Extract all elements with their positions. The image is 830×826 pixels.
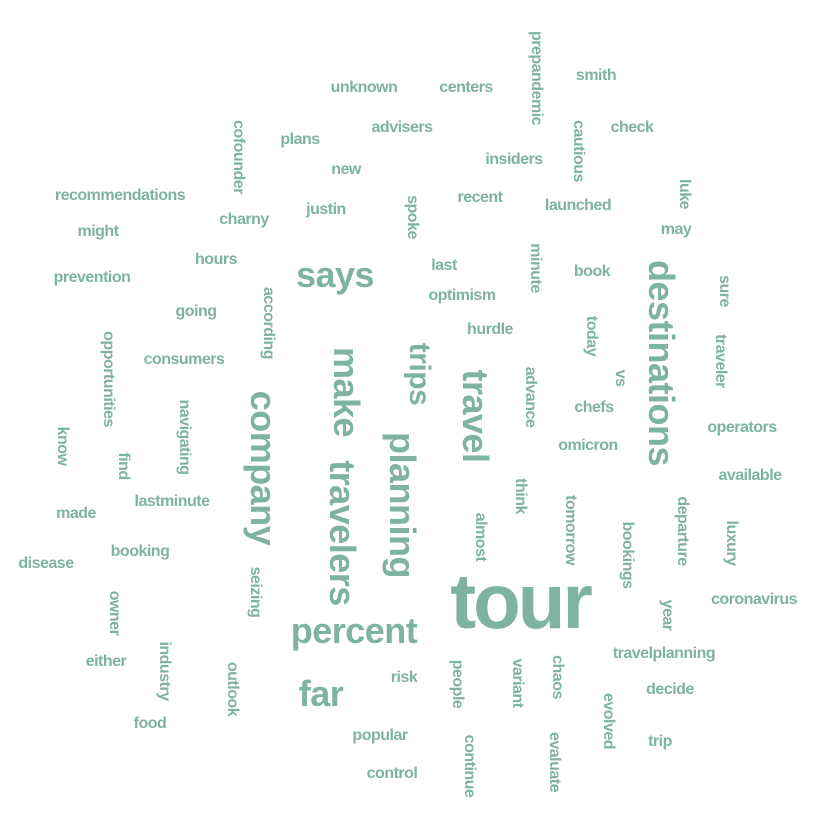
word-available: available [718,467,782,484]
word-company: company [243,390,284,546]
word-prevention: prevention [53,269,131,286]
word-last: last [431,257,457,274]
word-industry: industry [156,641,173,701]
word-advance: advance [522,366,539,428]
word-vs: vs [612,369,629,387]
word-decide: decide [646,681,694,698]
word-minute: minute [527,243,544,293]
word-tour: tour [450,557,593,645]
word-people: people [449,659,466,709]
word-evolved: evolved [600,692,617,750]
word-departure: departure [674,496,691,566]
word-year: year [659,599,676,631]
word-far: far [298,673,344,714]
word-omicron: omicron [558,437,618,454]
word-chefs: chefs [574,399,614,416]
word-cautious: cautious [570,120,587,182]
word-control: control [366,765,418,782]
word-know: know [54,426,71,466]
word-today: today [583,315,600,357]
word-coronavirus: coronavirus [710,591,798,608]
word-might: might [77,223,119,240]
word-may: may [660,221,692,238]
word-sure: sure [716,275,733,307]
word-luxury: luxury [723,520,740,566]
word-almost: almost [472,512,489,562]
word-charny: charny [219,211,269,228]
word-make: make [326,346,367,438]
word-trip: trip [648,733,672,750]
word-think: think [512,478,529,514]
word-hurdle: hurdle [467,321,513,338]
word-launched: launched [544,197,612,214]
word-according: according [260,287,277,359]
word-percent: percent [290,610,418,651]
word-chaos: chaos [549,655,566,699]
word-disease: disease [18,555,74,572]
word-travelplanning: travelplanning [612,645,716,662]
word-consumers: consumers [143,351,225,368]
word-evaluate: evaluate [546,731,563,793]
word-recent: recent [457,189,503,206]
word-continue: continue [461,734,478,798]
word-destinations: destinations [641,259,682,467]
word-check: check [610,119,654,136]
word-seizing: seizing [247,566,264,618]
word-going: going [175,303,217,320]
word-trips: trips [403,342,436,406]
word-opportunities: opportunities [100,331,117,427]
word-operators: operators [707,419,777,436]
word-popular: popular [352,727,408,744]
word-optimism: optimism [428,287,496,304]
word-insiders: insiders [485,151,543,168]
word-travel: travel [455,369,496,463]
word-risk: risk [390,669,418,686]
word-outlook: outlook [224,661,241,717]
word-hours: hours [195,251,237,268]
word-unknown: unknown [330,79,398,96]
word-spoke: spoke [404,195,421,239]
word-prepandemic: prepandemic [528,30,545,126]
word-smith: smith [575,67,617,84]
word-booking: booking [110,543,170,560]
word-either: either [85,653,127,670]
word-bookings: bookings [619,521,636,589]
word-navigating: navigating [176,399,193,475]
word-justin: justin [306,201,346,218]
word-advisers: advisers [371,119,433,136]
word-luke: luke [676,178,693,210]
word-planning: planning [382,432,423,578]
word-tomorrow: tomorrow [562,495,579,565]
word-recommendations: recommendations [54,187,186,204]
word-plans: plans [280,131,320,148]
word-says: says [295,254,375,295]
word-find: find [115,452,132,480]
word-made: made [56,505,96,522]
word-new: new [331,161,361,178]
word-cofounder: cofounder [230,120,247,194]
word-variant: variant [509,658,526,708]
word-book: book [573,263,611,280]
word-owner: owner [106,590,123,636]
word-lastminute: lastminute [134,493,210,510]
word-traveler: traveler [712,334,729,388]
word-food: food [133,715,167,732]
word-centers: centers [439,79,493,96]
word-travelers: travelers [322,460,363,606]
